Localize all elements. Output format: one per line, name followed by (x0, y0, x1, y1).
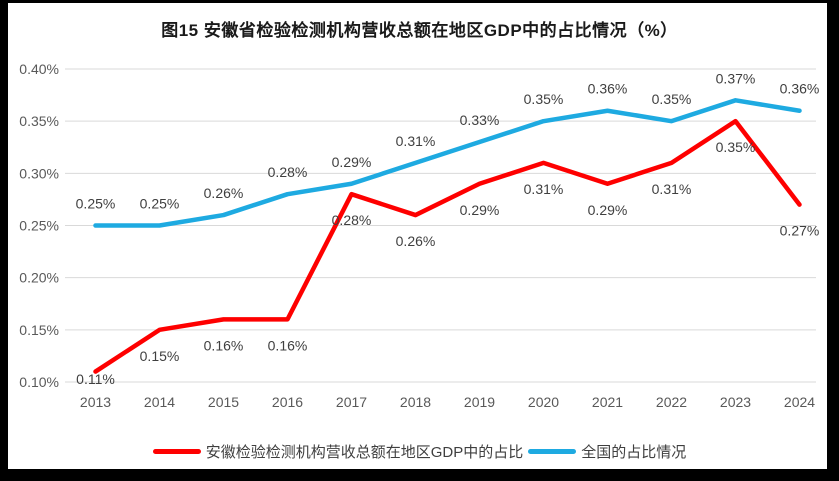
x-axis-tick-label: 2013 (80, 394, 111, 410)
data-label-anhui: 0.26% (396, 233, 436, 249)
legend-swatch-anhui (152, 449, 201, 454)
x-axis-tick-label: 2015 (208, 394, 239, 410)
data-label-anhui: 0.35% (716, 139, 756, 155)
x-axis-tick-label: 2023 (720, 394, 751, 410)
data-label-anhui: 0.11% (76, 371, 115, 387)
data-label-anhui: 0.31% (652, 181, 692, 197)
legend-label-national: 全国的占比情况 (581, 444, 687, 461)
x-axis-tick-label: 2024 (784, 394, 815, 410)
data-label-national: 0.28% (268, 164, 308, 180)
legend: 安徽检验检测机构营收总额在地区GDP中的占比 全国的占比情况 (0, 441, 839, 462)
legend-swatch-national (528, 449, 577, 454)
y-axis-tick-label: 0.10% (19, 374, 59, 390)
data-label-national: 0.36% (588, 81, 628, 97)
data-label-national: 0.29% (332, 154, 372, 170)
x-axis-tick-label: 2018 (400, 394, 431, 410)
data-label-national: 0.25% (140, 196, 180, 212)
legend-label-anhui: 安徽检验检测机构营收总额在地区GDP中的占比 (205, 444, 524, 461)
series-line-national (93, 98, 802, 228)
data-label-national: 0.26% (204, 185, 244, 201)
x-axis-tick-label: 2020 (528, 394, 559, 410)
y-axis-tick-label: 0.15% (19, 322, 59, 338)
data-label-national: 0.36% (780, 81, 820, 97)
data-label-anhui: 0.31% (524, 181, 564, 197)
x-axis-tick-label: 2021 (592, 394, 623, 410)
data-label-anhui: 0.16% (204, 337, 244, 353)
data-label-anhui: 0.28% (332, 212, 372, 228)
y-axis-tick-label: 0.30% (19, 165, 59, 181)
x-axis-tick-label: 2014 (144, 394, 175, 410)
y-axis-tick-label: 0.20% (19, 270, 59, 286)
data-label-national: 0.35% (524, 91, 564, 107)
data-label-national: 0.35% (652, 91, 692, 107)
x-axis-tick-label: 2016 (272, 394, 303, 410)
y-axis-tick-label: 0.40% (19, 61, 59, 77)
data-label-national: 0.31% (396, 133, 436, 149)
y-axis-tick-label: 0.25% (19, 218, 59, 234)
y-axis-tick-label: 0.35% (19, 113, 59, 129)
data-label-national: 0.37% (716, 70, 756, 86)
data-label-national: 0.33% (460, 112, 500, 128)
x-axis-tick-label: 2022 (656, 394, 687, 410)
x-axis-tick-label: 2017 (336, 394, 367, 410)
chart-title: 图15 安徽省检验检测机构营收总额在地区GDP中的占比情况（%） (161, 21, 678, 40)
data-label-anhui: 0.29% (588, 202, 628, 218)
data-label-anhui: 0.15% (140, 348, 180, 364)
x-axis-tick-label: 2019 (464, 394, 495, 410)
data-label-national: 0.25% (76, 196, 116, 212)
series-line-anhui (93, 118, 802, 374)
data-label-anhui: 0.16% (268, 337, 308, 353)
data-label-anhui: 0.29% (460, 202, 500, 218)
data-label-anhui: 0.27% (780, 223, 820, 239)
